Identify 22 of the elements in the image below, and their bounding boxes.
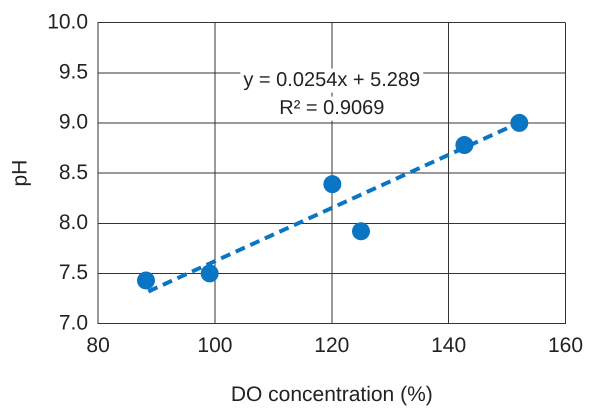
point xyxy=(510,114,528,132)
y-tick-label: 7.0 xyxy=(58,311,88,334)
point xyxy=(136,271,155,290)
point xyxy=(323,175,342,194)
y-axis-title: pH xyxy=(8,160,32,187)
y-tick-label: 7.5 xyxy=(58,261,88,284)
y-tick-label: 9.0 xyxy=(58,110,88,134)
x-axis-title: DO concentration (%) xyxy=(230,383,433,406)
x-tick-label: 100 xyxy=(197,334,232,357)
annotation: R² = 0.9069 xyxy=(279,97,384,120)
point xyxy=(455,136,474,154)
point xyxy=(352,222,370,240)
y-tick-label: 10.0 xyxy=(47,10,88,34)
x-tick-label: 120 xyxy=(314,334,350,357)
x-tick-label: 160 xyxy=(548,334,584,357)
point xyxy=(200,264,219,282)
y-tick-label: 9.5 xyxy=(58,60,88,84)
annotation: y = 0.0254x + 5.289 xyxy=(243,69,420,92)
x-tick-label: 80 xyxy=(86,334,110,357)
x-tick-label: 140 xyxy=(431,334,466,357)
y-tick-label: 8.5 xyxy=(58,160,88,184)
y-tick-label: 8.0 xyxy=(58,211,88,234)
